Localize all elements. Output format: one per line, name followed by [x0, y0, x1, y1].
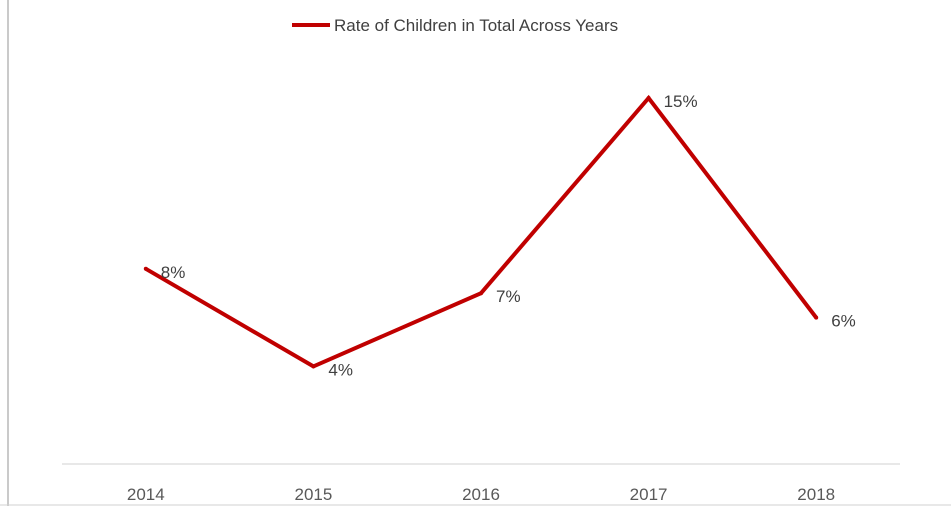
x-tick-label: 2018 — [797, 485, 835, 504]
series-line — [144, 94, 818, 369]
data-label: 8% — [161, 263, 186, 282]
data-point — [814, 315, 819, 320]
data-label: 15% — [664, 92, 698, 111]
data-label: 7% — [496, 287, 521, 306]
data-point — [646, 96, 651, 100]
x-tick-label: 2016 — [462, 485, 500, 504]
data-label: 4% — [328, 360, 353, 379]
x-tick-labels: 2014 2015 2016 2017 2018 — [127, 485, 835, 504]
data-point — [479, 291, 483, 296]
data-point — [311, 364, 316, 369]
data-point — [143, 266, 148, 271]
legend: Rate of Children in Total Across Years — [292, 16, 618, 35]
x-tick-label: 2014 — [127, 485, 165, 504]
series-layer: 8% 4% 7% 15% 6% — [143, 92, 856, 379]
data-label: 6% — [831, 312, 856, 331]
legend-label: Rate of Children in Total Across Years — [334, 16, 618, 35]
x-tick-label: 2015 — [294, 485, 332, 504]
x-tick-label: 2017 — [630, 485, 668, 504]
